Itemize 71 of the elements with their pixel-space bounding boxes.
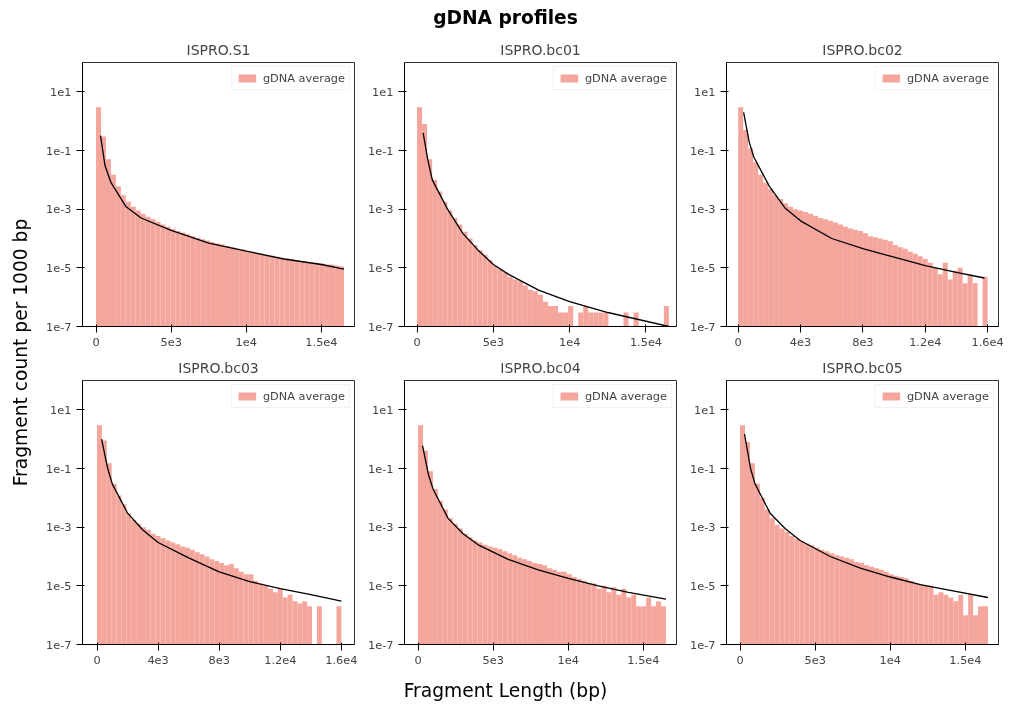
chart-title: ISPRO.bc01	[500, 41, 581, 58]
legend-label: gDNA average	[262, 71, 345, 85]
x-tick-label: 1.5e4	[305, 334, 338, 349]
x-tick-label: 5e3	[160, 334, 182, 349]
x-tick-label: 1e4	[879, 652, 901, 667]
y-tick-label: 1e-3	[46, 202, 72, 217]
x-tick-label: 0	[734, 334, 742, 349]
x-tick-label: 4e3	[789, 334, 812, 349]
y-tick-label: 1e-3	[46, 520, 72, 535]
y-tick-label: 1e-3	[690, 520, 716, 535]
x-tick-label: 5e3	[804, 652, 826, 667]
chart-title: ISPRO.S1	[186, 41, 251, 58]
x-tick-label: 1.5e4	[627, 652, 660, 667]
x-tick-label: 0	[414, 652, 422, 667]
x-tick-label: 1e4	[235, 334, 257, 349]
y-tick-label: 1e-5	[690, 578, 716, 593]
x-tick-label: 1.2e4	[909, 334, 942, 349]
y-tick-label: 1e-7	[690, 319, 716, 334]
x-tick-label: 5e3	[482, 334, 505, 349]
y-tick-label: 1e1	[50, 402, 72, 417]
text: Fragment count per 1000 bp	[10, 218, 31, 487]
x-tick-label: 1.6e4	[325, 652, 358, 667]
x-tick-label: 1.5e4	[629, 334, 663, 349]
legend-label: gDNA average	[262, 389, 345, 403]
y-tick-label: 1e-5	[46, 260, 72, 275]
y-tick-label: 1e-5	[690, 260, 716, 275]
y-tick-label: 1e-7	[46, 637, 72, 652]
y-tick-label: 1e1	[694, 84, 716, 99]
x-tick-label: 8e3	[852, 334, 874, 349]
x-tick-label: 0	[413, 334, 421, 349]
y-tick-label: 1e-7	[368, 319, 394, 334]
x-tick-label: 4e3	[147, 652, 169, 667]
y-tick-label: 1e1	[694, 402, 716, 417]
chart-title: ISPRO.bc02	[822, 41, 903, 58]
y-tick-label: 1e-1	[690, 461, 716, 476]
y-tick-label: 1e-5	[368, 260, 394, 275]
y-tick-label: 1e-1	[46, 143, 72, 158]
legend-label: gDNA average	[906, 71, 989, 85]
y-tick-label: 1e-3	[368, 520, 394, 535]
x-tick-label: 1e4	[557, 652, 579, 667]
y-tick-label: 1e1	[372, 84, 394, 99]
y-tick-label: 1e1	[50, 84, 72, 99]
legend-label: gDNA average	[584, 389, 667, 403]
x-tick-label: 8e3	[208, 652, 230, 667]
chart-title: ISPRO.bc03	[178, 359, 259, 376]
chart-title: ISPRO.bc05	[822, 359, 903, 376]
y-tick-label: 1e-7	[368, 637, 394, 652]
y-tick-label: 1e-1	[690, 143, 716, 158]
y-tick-label: 1e-1	[368, 143, 394, 158]
x-tick-label: 1.5e4	[949, 652, 982, 667]
y-tick-label: 1e-1	[46, 461, 72, 476]
y-tick-label: 1e1	[372, 402, 394, 417]
y-tick-label: 1e-5	[46, 578, 72, 593]
x-tick-label: 5e3	[482, 652, 504, 667]
y-tick-label: 1e-3	[690, 202, 716, 217]
x-tick-label: 1e4	[558, 334, 581, 349]
legend-label: gDNA average	[584, 71, 667, 85]
text: Fragment Length (bp)	[403, 680, 608, 701]
x-tick-label: 0	[93, 652, 101, 667]
x-tick-label: 0	[92, 334, 100, 349]
y-tick-label: 1e-5	[368, 578, 394, 593]
legend-label: gDNA average	[906, 389, 989, 403]
x-tick-label: 0	[736, 652, 744, 667]
y-tick-label: 1e-7	[46, 319, 72, 334]
y-tick-label: 1e-3	[368, 202, 394, 217]
x-tick-label: 1.2e4	[264, 652, 297, 667]
x-tick-label: 1.6e4	[971, 334, 1004, 349]
text: gDNA profiles	[433, 7, 578, 28]
chart-title: ISPRO.bc04	[500, 359, 581, 376]
y-tick-label: 1e-1	[368, 461, 394, 476]
y-tick-label: 1e-7	[690, 637, 716, 652]
